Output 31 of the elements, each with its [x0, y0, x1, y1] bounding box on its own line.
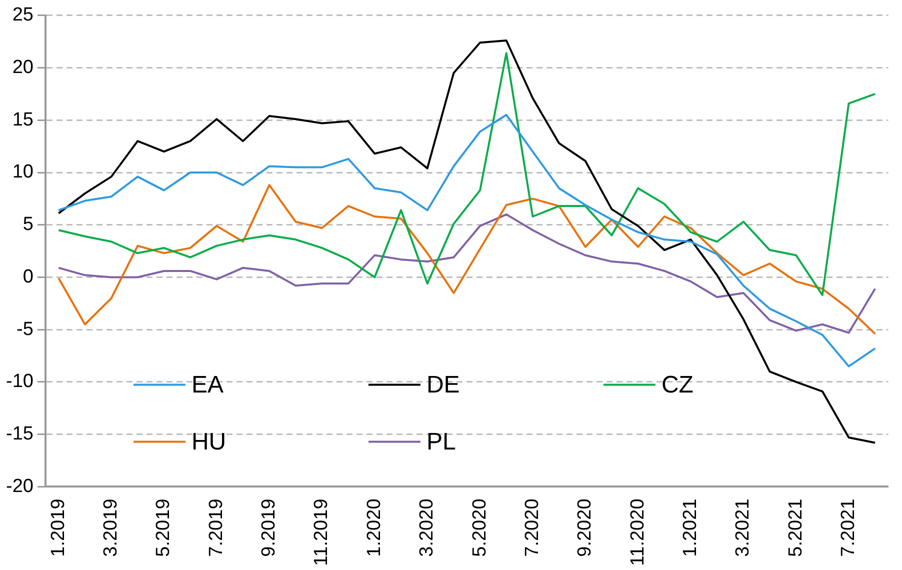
- x-tick-label: 7.2021: [838, 498, 859, 557]
- y-tick-label: 5: [22, 214, 34, 236]
- y-tick-label: -10: [6, 371, 34, 392]
- legend-label: CZ: [661, 371, 694, 398]
- x-tick-label: 5.2020: [469, 498, 490, 557]
- y-tick-label: 10: [12, 162, 34, 183]
- y-tick-label: -5: [16, 318, 34, 340]
- x-tick-label: 3.2021: [732, 498, 754, 557]
- legend-label: EA: [191, 371, 224, 398]
- x-tick-label: 3.2020: [416, 498, 438, 557]
- legend-label: DE: [426, 371, 460, 398]
- y-tick-label: -15: [6, 424, 34, 445]
- y-tick-label: 25: [12, 4, 34, 26]
- x-tick-label: 5.2021: [785, 498, 806, 557]
- x-tick-label: 1.2020: [364, 498, 385, 557]
- x-tick-label: 7.2020: [522, 498, 543, 557]
- y-tick-label: 15: [12, 109, 34, 130]
- y-tick-label: 0: [22, 266, 34, 288]
- x-tick-label: 9.2019: [258, 498, 280, 557]
- x-tick-label: 11.2020: [627, 498, 648, 566]
- x-tick-label: 3.2019: [100, 498, 122, 557]
- x-tick-label: 1.2019: [48, 498, 69, 557]
- x-tick-label: 11.2019: [311, 498, 332, 566]
- x-tick-label: 9.2020: [574, 498, 596, 557]
- legend-label: HU: [191, 428, 226, 456]
- x-tick-label: 5.2019: [153, 498, 174, 557]
- x-tick-label: 1.2021: [680, 498, 701, 557]
- legend-label: PL: [426, 428, 456, 456]
- x-tick-label: 7.2019: [206, 498, 227, 557]
- y-tick-label: -20: [6, 476, 34, 497]
- y-tick-label: 20: [12, 57, 34, 78]
